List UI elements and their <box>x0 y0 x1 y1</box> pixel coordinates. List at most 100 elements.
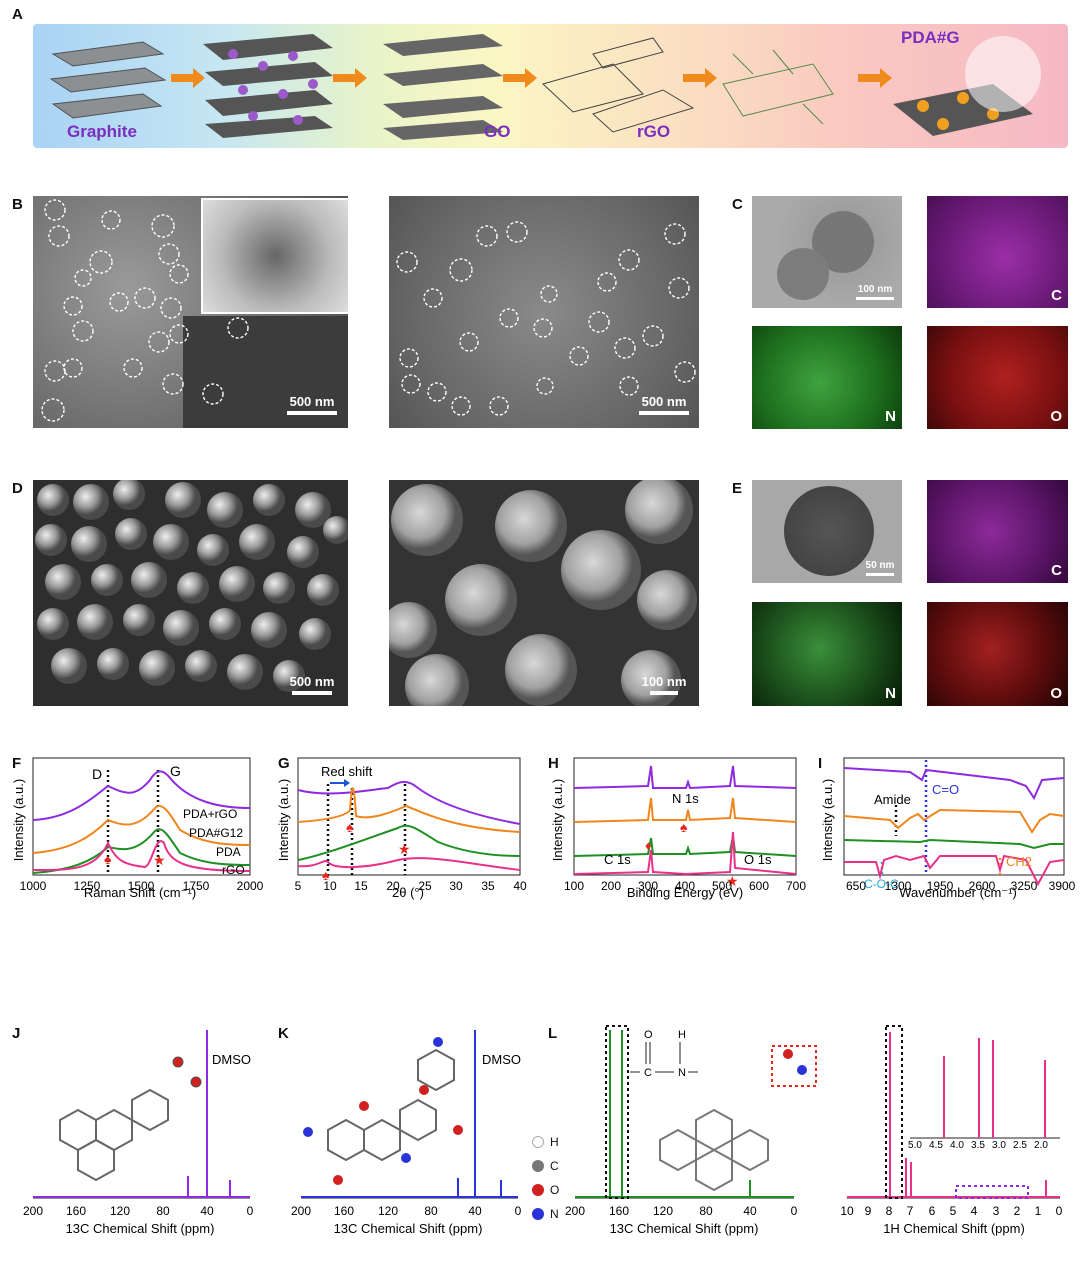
f-series-pdag <box>32 805 251 854</box>
svg-text:1250: 1250 <box>74 879 101 893</box>
f-label-g: G <box>170 763 181 779</box>
svg-text:3: 3 <box>993 1204 1000 1218</box>
svg-text:3250: 3250 <box>1011 879 1038 893</box>
svg-text:400: 400 <box>675 879 695 893</box>
label-go: GO <box>484 122 511 141</box>
eds-map-c-carbon: C <box>927 196 1068 308</box>
svg-text:160: 160 <box>334 1204 354 1218</box>
go-stack <box>383 34 503 140</box>
svg-text:160: 160 <box>609 1204 629 1218</box>
svg-text:4.0: 4.0 <box>950 1140 964 1151</box>
chart-g-xrd: Red shift ♠ ★ ♠ 5 10 15 20 25 30 35 40 2θ (°) I… <box>276 757 527 900</box>
h-ylabel: Intensity (a.u.) <box>550 779 565 861</box>
f-label-d: D <box>92 766 102 782</box>
svg-text:1300: 1300 <box>885 879 912 893</box>
legend-n: N <box>532 1202 572 1226</box>
svg-text:3900: 3900 <box>1049 879 1076 893</box>
svg-text:1950: 1950 <box>927 879 954 893</box>
panel-label-g: G <box>278 755 290 772</box>
panel-label-d: D <box>12 480 23 497</box>
tem-image-e: 50 nm <box>752 480 902 583</box>
svg-text:2600: 2600 <box>969 879 996 893</box>
svg-text:♦: ♦ <box>645 838 652 853</box>
scale-bar-d-right: 100 nm <box>633 674 695 695</box>
svg-text:♠: ♠ <box>322 867 330 883</box>
chart-h-xps: N 1s C 1s O 1s ♠ ♦ ★ 100 200 300 400 500 600 7… <box>550 757 806 900</box>
arrow-5 <box>858 68 892 88</box>
panel-label-l: L <box>548 1025 558 1042</box>
panel-label-i: I <box>818 755 823 772</box>
svg-text:9: 9 <box>865 1204 872 1218</box>
svg-text:2.5: 2.5 <box>1013 1140 1027 1151</box>
svg-text:120: 120 <box>653 1204 673 1218</box>
svg-text:H: H <box>678 1029 686 1041</box>
intercalated-stack <box>203 34 333 138</box>
eds-map-e-carbon: C <box>927 480 1068 583</box>
f-legend-pda-rgo: PDA+rGO <box>183 807 237 821</box>
k-xlabel: 13C Chemical Shift (ppm) <box>334 1221 483 1236</box>
label-graphite: Graphite <box>67 122 137 141</box>
svg-text:1000: 1000 <box>20 879 47 893</box>
svg-text:0: 0 <box>1056 1204 1063 1218</box>
svg-text:3.5: 3.5 <box>971 1140 985 1151</box>
svg-text:500: 500 <box>712 879 732 893</box>
arrow-3 <box>503 68 537 88</box>
f-legend-pda: PDA <box>216 845 241 859</box>
panel-label-k: K <box>278 1025 289 1042</box>
svg-text:O: O <box>644 1029 653 1041</box>
f-legend-pdag: PDA#G12 <box>189 826 243 840</box>
svg-text:30: 30 <box>449 879 463 893</box>
sem-image-d-right: 100 nm <box>389 480 699 706</box>
legend-o: O <box>532 1178 572 1202</box>
svg-text:♠: ♠ <box>346 819 354 835</box>
svg-text:6: 6 <box>929 1204 936 1218</box>
f-star-icon: ★ <box>153 852 166 868</box>
particle-circles-right <box>396 221 696 416</box>
svg-text:80: 80 <box>156 1204 170 1218</box>
f-series-rgo <box>32 840 251 872</box>
synthesis-scheme: Graphite GO rGO PDA#G <box>33 24 1068 148</box>
svg-text:200: 200 <box>23 1204 43 1218</box>
h-label-o1s: O 1s <box>744 852 772 867</box>
g-annotation: Red shift <box>321 764 373 779</box>
sem-image-d-left: 500 nm <box>33 480 348 706</box>
svg-text:2.0: 2.0 <box>1034 1140 1048 1151</box>
svg-text:600: 600 <box>749 879 769 893</box>
i-xlabel: Wavenumber (cm⁻¹) <box>899 885 1017 900</box>
panel-label-c: C <box>732 196 743 213</box>
legend-h: H <box>532 1130 572 1154</box>
f-xticks: 1000 1250 1500 1750 2000 <box>20 879 264 893</box>
svg-text:★: ★ <box>726 873 739 889</box>
f-axes-frame <box>32 757 251 876</box>
svg-text:5: 5 <box>295 879 302 893</box>
panel-label-a: A <box>12 6 23 23</box>
svg-text:0: 0 <box>791 1204 798 1218</box>
svg-text:80: 80 <box>424 1204 438 1218</box>
f-xlabel: Raman Shift (cm⁻¹) <box>84 885 196 900</box>
k-molecule <box>303 1037 463 1185</box>
svg-text:40: 40 <box>468 1204 482 1218</box>
svg-text:20: 20 <box>386 879 400 893</box>
j-molecule <box>59 1056 202 1182</box>
panel-label-b: B <box>12 196 23 213</box>
f-series-pda <box>32 828 251 874</box>
arrow-1 <box>171 68 205 88</box>
f-spade-icon: ♠ <box>104 851 112 867</box>
svg-text:★: ★ <box>398 841 411 857</box>
svg-text:700: 700 <box>786 879 806 893</box>
svg-text:40: 40 <box>743 1204 757 1218</box>
sem-image-b-right: 500 nm <box>389 196 699 428</box>
h-label-c1s: C 1s <box>604 852 631 867</box>
j-label-dmso: DMSO <box>212 1052 251 1067</box>
particle-circles <box>41 199 249 422</box>
f-series-pda-rgo <box>32 770 251 821</box>
svg-text:10: 10 <box>323 879 337 893</box>
svg-text:8: 8 <box>886 1204 893 1218</box>
svg-text:1500: 1500 <box>128 879 155 893</box>
svg-text:35: 35 <box>481 879 495 893</box>
spheres-d-left <box>35 480 348 692</box>
h-xlabel: Binding Energy (eV) <box>627 885 743 900</box>
svg-text:200: 200 <box>565 1204 585 1218</box>
scale-bar-e: 50 nm <box>860 560 900 576</box>
i-ylabel: Intensity (a.u.) <box>820 779 835 861</box>
